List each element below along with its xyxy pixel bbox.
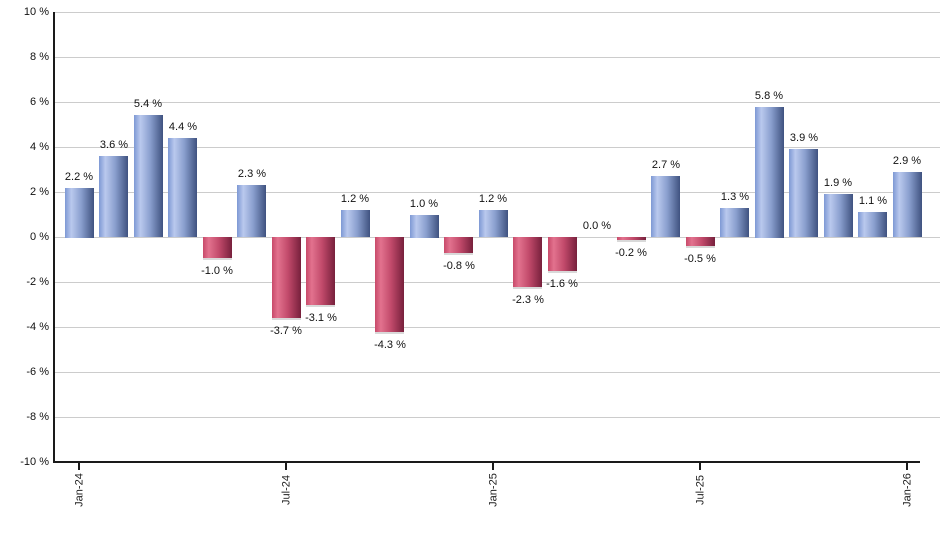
bar	[858, 212, 887, 237]
y-tick-label: 6 %	[30, 96, 49, 108]
bar	[720, 208, 749, 237]
bar-value-label: 1.2 %	[478, 193, 508, 205]
bar	[686, 237, 715, 248]
x-tick-label: Jan-24	[73, 473, 86, 507]
y-tick-label: -6 %	[26, 366, 49, 378]
bar-value-label: -0.8 %	[443, 260, 475, 272]
bar-value-label: 3.9 %	[789, 132, 819, 144]
y-tick-label: 10 %	[23, 6, 49, 18]
gridline	[54, 192, 940, 193]
x-axis-line	[53, 461, 920, 463]
bar-value-label: 2.7 %	[651, 159, 681, 171]
bar-value-label: 1.2 %	[340, 193, 370, 205]
x-tick-label: Jul-25	[694, 475, 707, 505]
bar	[479, 210, 508, 237]
gridline	[54, 12, 940, 13]
bar-value-label: 5.4 %	[133, 98, 163, 110]
bar-value-label: 2.9 %	[892, 155, 922, 167]
bar	[134, 115, 163, 237]
bar	[513, 237, 542, 289]
x-tick-mark	[492, 463, 494, 470]
x-tick-label: Jan-25	[487, 473, 500, 507]
y-tick-label: -2 %	[26, 276, 49, 288]
bar-value-label: -1.0 %	[201, 265, 233, 277]
bar-value-label: -1.6 %	[546, 278, 578, 290]
y-tick-label: 0 %	[30, 231, 49, 243]
x-tick-mark	[699, 463, 701, 470]
x-tick-mark	[906, 463, 908, 470]
x-tick-label: Jan-26	[901, 473, 914, 507]
bar	[617, 237, 646, 242]
bar-value-label: -3.1 %	[305, 312, 337, 324]
bar-value-label: 1.1 %	[858, 195, 888, 207]
bar	[651, 176, 680, 237]
y-tick-label: 4 %	[30, 141, 49, 153]
bar	[789, 149, 818, 237]
y-tick-label: 2 %	[30, 186, 49, 198]
bar-value-label: -2.3 %	[512, 294, 544, 306]
bar	[237, 185, 266, 237]
bar	[375, 237, 404, 334]
bar	[893, 172, 922, 237]
bar	[168, 138, 197, 237]
gridline	[54, 237, 940, 238]
bar	[444, 237, 473, 255]
bar-value-label: 2.2 %	[64, 171, 94, 183]
bar-value-label: -3.7 %	[270, 325, 302, 337]
bar-value-label: 5.8 %	[754, 90, 784, 102]
x-tick-label: Jul-24	[280, 475, 293, 505]
gridline	[54, 147, 940, 148]
bar	[341, 210, 370, 237]
bar	[306, 237, 335, 307]
bar-value-label: 3.6 %	[99, 139, 129, 151]
bar-value-label: 1.9 %	[823, 177, 853, 189]
bar-value-label: 4.4 %	[168, 121, 198, 133]
bar-value-label: -0.2 %	[615, 247, 647, 259]
bar	[548, 237, 577, 273]
gridline	[54, 102, 940, 103]
gridline	[54, 282, 940, 283]
y-tick-label: -4 %	[26, 321, 49, 333]
bar-value-label: -0.5 %	[684, 253, 716, 265]
bar	[824, 194, 853, 237]
bar	[203, 237, 232, 260]
bar-value-label: 1.3 %	[720, 191, 750, 203]
gridline	[54, 57, 940, 58]
x-tick-mark	[78, 463, 80, 470]
x-tick-mark	[285, 463, 287, 470]
bar-value-label: 1.0 %	[409, 198, 439, 210]
bar	[99, 156, 128, 237]
gridline	[54, 327, 940, 328]
bar	[410, 215, 439, 238]
bar-value-label: 0.0 %	[582, 220, 612, 232]
gridline	[54, 372, 940, 373]
bar	[755, 107, 784, 238]
y-axis-line	[53, 12, 55, 463]
bar	[65, 188, 94, 238]
gridline	[54, 417, 940, 418]
y-tick-label: 8 %	[30, 51, 49, 63]
bar-value-label: 2.3 %	[237, 168, 267, 180]
y-tick-label: -8 %	[26, 411, 49, 423]
bar-value-label: -4.3 %	[374, 339, 406, 351]
bar	[272, 237, 301, 320]
y-tick-label: -10 %	[20, 456, 49, 468]
